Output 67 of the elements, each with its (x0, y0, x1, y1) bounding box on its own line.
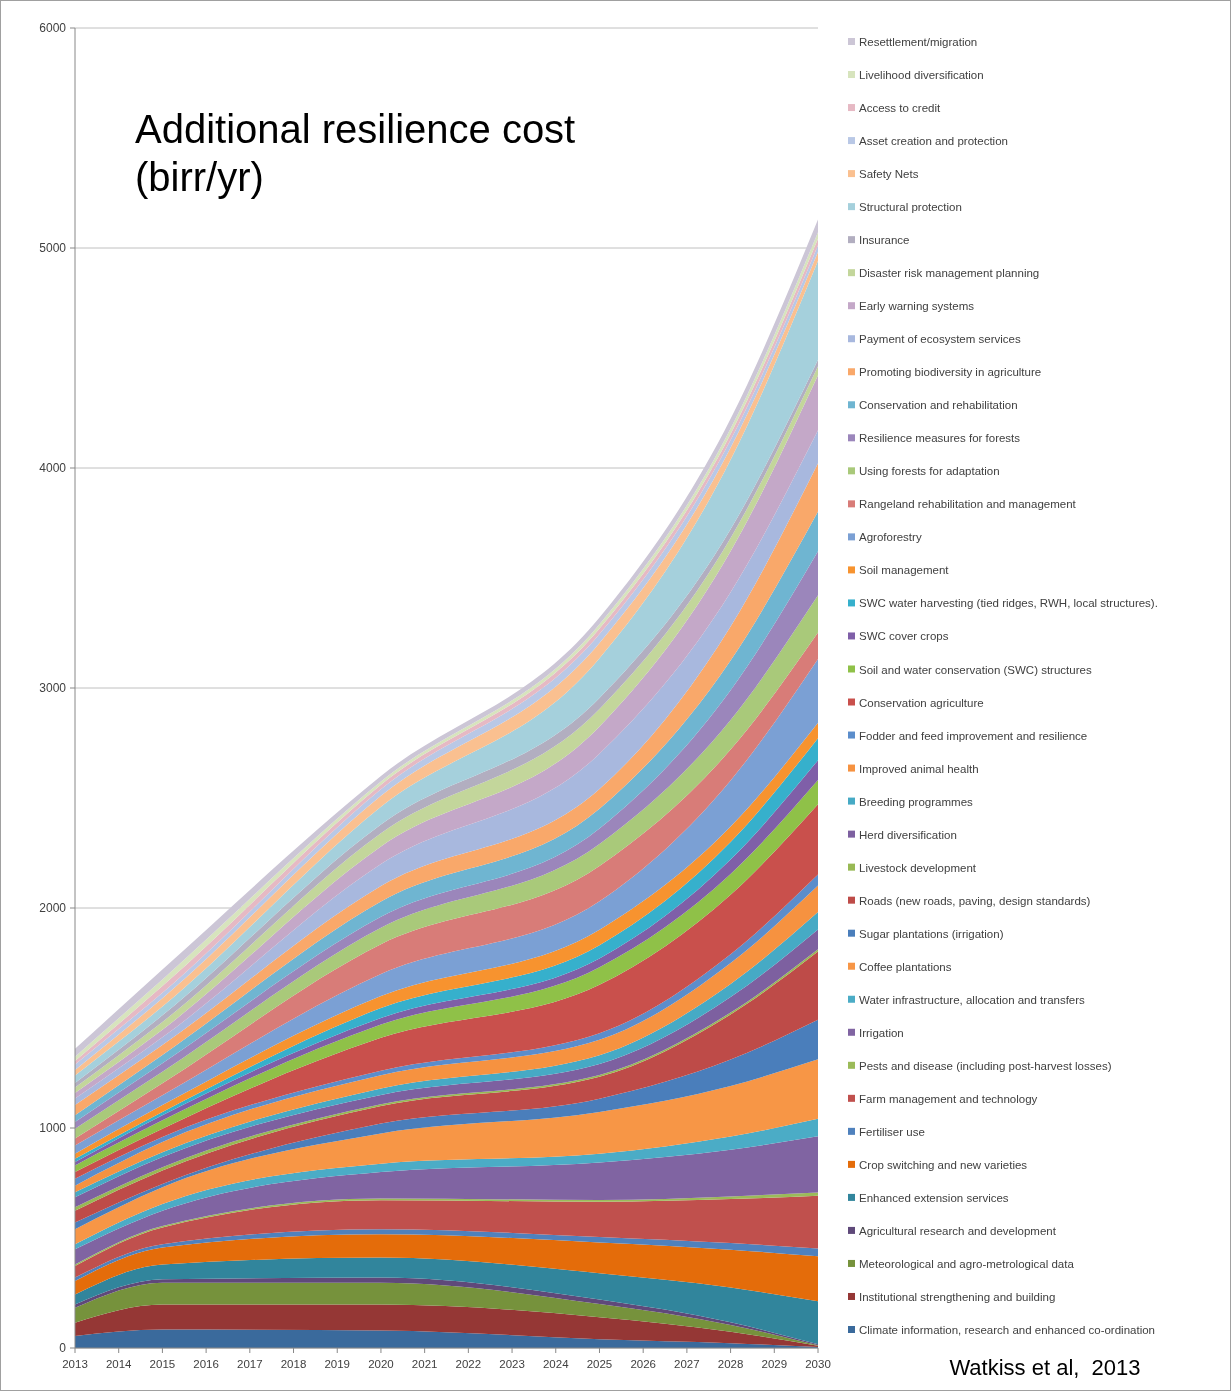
y-tick-label: 2000 (39, 901, 67, 916)
x-tick-label: 2029 (761, 1358, 788, 1370)
legend-label: Soil management (859, 564, 950, 577)
x-tick-label: 2026 (630, 1358, 656, 1370)
x-tick-label: 2020 (368, 1358, 394, 1370)
x-tick-label: 2013 (62, 1358, 88, 1370)
x-tick-label: 2018 (280, 1358, 307, 1370)
x-tick-label: 2030 (805, 1358, 831, 1370)
legend-label: Agroforestry (859, 531, 922, 544)
legend-label: Insurance (859, 234, 910, 247)
y-tick-label: 1000 (39, 1121, 67, 1136)
x-tick-label: 2021 (411, 1358, 438, 1370)
legend-label: Structural protection (859, 201, 962, 214)
legend-label: Crop switching and new varieties (859, 1158, 1028, 1171)
legend-label: Breeding programmes (859, 795, 974, 808)
legend-label: Conservation agriculture (859, 696, 984, 709)
x-tick-label: 2027 (674, 1358, 700, 1370)
text: Watkiss et al, 2013 (949, 1355, 1141, 1380)
y-tick-label: 5000 (39, 241, 67, 256)
legend-label: Irrigation (859, 1026, 904, 1039)
y-tick-label: 4000 (39, 461, 67, 476)
legend-label: Coffee plantations (859, 960, 952, 973)
x-tick-label: 2016 (193, 1358, 219, 1370)
text: Additional resilience cost (birr/yr) (135, 107, 576, 199)
legend-label: Livestock development (859, 861, 977, 874)
legend-label: Rangeland rehabilitation and management (859, 498, 1077, 511)
x-tick-label: 2025 (586, 1358, 613, 1370)
legend-label: Fertiliser use (859, 1125, 925, 1138)
legend-label: Fodder and feed improvement and resilience (859, 729, 1088, 742)
legend-label: Herd diversification (859, 828, 957, 841)
y-tick-label: 3000 (39, 681, 67, 696)
legend-label: Conservation and rehabilitation (859, 399, 1018, 412)
legend-label: Water infrastructure, allocation and transfers (859, 993, 1086, 1006)
legend-label: Resilience measures for forests (859, 432, 1021, 445)
legend-label: Meteorological and agro-metrological data (859, 1257, 1075, 1270)
x-tick-label: 2023 (499, 1358, 525, 1370)
legend-label: SWC cover crops (859, 630, 949, 643)
x-tick-label: 2024 (542, 1358, 570, 1370)
legend-label: Institutional strengthening and building (859, 1291, 1056, 1303)
legend-label: Livelihood diversification (859, 69, 984, 82)
x-tick-label: 2015 (149, 1358, 176, 1370)
legend-label: Asset creation and protection (859, 135, 1008, 148)
x-tick-label: 2017 (237, 1358, 263, 1370)
x-tick-label: 2028 (717, 1358, 744, 1370)
legend-label: SWC water harvesting (tied ridges, RWH, local structures). (859, 597, 1158, 610)
legend-label: Payment of ecosystem services (859, 333, 1021, 346)
x-tick-label: 2014 (105, 1358, 133, 1370)
legend-label: Sugar plantations (irrigation) (859, 927, 1004, 940)
y-tick-label: 0 (59, 1341, 67, 1356)
legend-label: Safety Nets (859, 168, 919, 181)
legend-label: Farm management and technology (859, 1092, 1038, 1105)
legend-label: Climate information, research and enhanced co-ordination (859, 1324, 1155, 1337)
legend-label: Using forests for adaptation (859, 465, 1000, 478)
legend-label: Promoting biodiversity in agriculture (859, 366, 1042, 379)
legend-label: Soil and water conservation (SWC) structures (859, 663, 1092, 676)
legend-label: Improved animal health (859, 762, 979, 775)
legend-label: Early warning systems (859, 300, 975, 313)
legend-label: Agricultural research and development (859, 1224, 1057, 1237)
x-tick-label: 2019 (324, 1358, 351, 1370)
legend-label: Disaster risk management planning (859, 267, 1040, 280)
y-tick-label: 6000 (39, 21, 67, 36)
legend-label: Resettlement/migration (859, 36, 978, 49)
legend-label: Roads (new roads, paving, design standards) (859, 894, 1091, 907)
legend-label: Enhanced extension services (859, 1191, 1009, 1204)
x-tick-label: 2022 (455, 1358, 482, 1370)
legend-label: Pests and disease (including post-harvest losses) (859, 1059, 1112, 1072)
legend-label: Access to credit (859, 102, 941, 115)
